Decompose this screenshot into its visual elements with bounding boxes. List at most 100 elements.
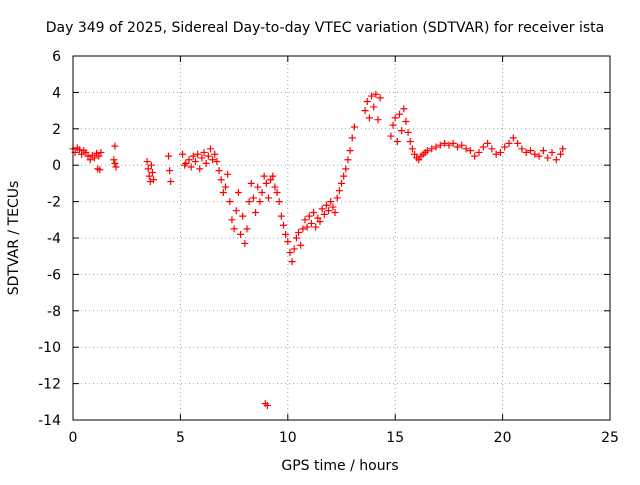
data-point	[346, 147, 354, 155]
data-point	[286, 249, 294, 257]
data-point	[338, 179, 345, 187]
data-point	[167, 178, 175, 186]
data-point	[297, 241, 305, 249]
data-point	[194, 150, 202, 158]
data-point	[400, 105, 408, 113]
y-tick-label: -2	[47, 195, 61, 211]
data-point	[239, 212, 247, 220]
data-point	[453, 143, 461, 151]
data-point	[432, 143, 440, 151]
data-point	[237, 230, 245, 238]
data-point	[95, 152, 103, 160]
data-point	[273, 189, 281, 196]
data-point	[389, 121, 397, 129]
data-point	[230, 225, 238, 233]
data-point	[256, 198, 264, 206]
data-point	[275, 198, 283, 206]
data-point	[307, 219, 315, 227]
data-point	[110, 156, 118, 164]
data-point	[466, 147, 474, 155]
data-point	[280, 221, 288, 229]
data-point	[475, 148, 483, 156]
data-point	[535, 152, 543, 160]
y-tick-label: -8	[47, 304, 61, 320]
data-point	[189, 152, 197, 160]
data-point	[527, 147, 535, 155]
y-tick-label: -14	[38, 413, 61, 429]
data-point	[185, 156, 193, 164]
data-point	[411, 150, 419, 158]
data-point	[299, 225, 307, 233]
data-point	[290, 245, 298, 253]
data-point	[333, 194, 341, 202]
data-point	[344, 156, 352, 164]
data-point	[479, 143, 487, 151]
data-point	[552, 156, 560, 164]
data-point	[198, 154, 206, 162]
data-point	[249, 194, 257, 202]
data-point	[539, 147, 547, 155]
data-point	[370, 103, 378, 111]
data-point	[82, 148, 90, 156]
data-point	[112, 163, 120, 171]
data-point	[191, 158, 199, 166]
y-tick-label: -12	[38, 377, 61, 393]
data-points	[69, 90, 567, 409]
data-point	[408, 145, 416, 153]
data-point	[350, 123, 358, 131]
data-point	[179, 150, 187, 158]
y-tick-label: 6	[52, 49, 61, 65]
data-point	[206, 145, 214, 153]
y-tick-label: -10	[38, 340, 61, 356]
data-point	[165, 152, 173, 160]
data-point	[144, 165, 152, 173]
data-point	[522, 148, 530, 156]
data-point	[263, 401, 271, 409]
y-axis-title: SDTVAR / TECUs	[6, 181, 22, 296]
data-point	[284, 238, 292, 246]
data-point	[391, 114, 399, 122]
data-point	[387, 132, 395, 140]
data-point	[288, 258, 296, 266]
chart-title: Day 349 of 2025, Sidereal Day-to-day VTE…	[46, 20, 604, 36]
data-point	[217, 176, 225, 184]
data-point	[398, 127, 406, 135]
y-tick-label: 0	[52, 158, 61, 174]
x-tick-label: 10	[279, 430, 297, 446]
data-point	[312, 223, 320, 231]
data-point	[518, 145, 526, 153]
y-tick-label: 2	[52, 122, 61, 138]
data-point	[303, 223, 311, 231]
data-point	[310, 209, 318, 217]
data-point	[224, 170, 232, 178]
data-point	[488, 145, 496, 153]
data-point	[267, 176, 275, 184]
data-point	[213, 158, 221, 166]
y-tick-label: -6	[47, 267, 61, 283]
data-point	[234, 189, 242, 196]
data-point	[187, 163, 195, 171]
data-point	[365, 114, 373, 122]
data-point	[211, 150, 219, 158]
x-axis-title: GPS time / hours	[281, 458, 398, 474]
data-point	[222, 183, 230, 191]
data-point	[111, 159, 119, 167]
data-point	[441, 139, 449, 147]
data-point	[305, 212, 313, 220]
data-point	[509, 134, 517, 142]
data-point	[327, 198, 335, 206]
data-point	[325, 207, 333, 215]
data-point	[228, 216, 236, 224]
data-point	[209, 156, 217, 164]
data-point	[247, 179, 255, 187]
data-point	[314, 214, 322, 222]
data-point	[147, 161, 155, 169]
data-point	[331, 209, 339, 217]
data-point	[282, 230, 290, 238]
data-point	[340, 172, 348, 180]
data-point	[196, 165, 204, 173]
x-tick-label: 5	[176, 430, 185, 446]
